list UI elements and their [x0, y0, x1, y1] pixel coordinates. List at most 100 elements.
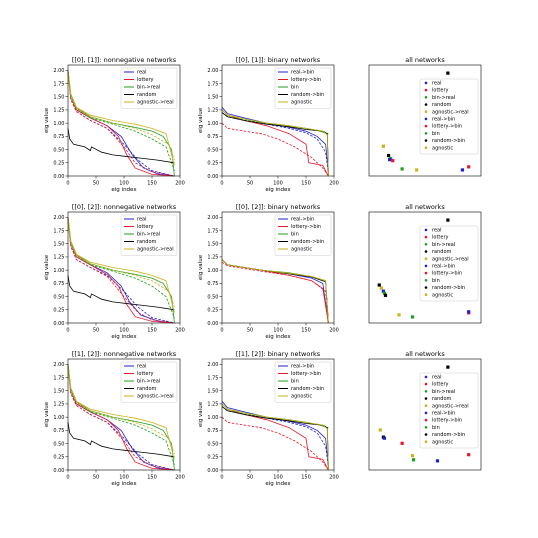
- legend-box: [419, 225, 479, 302]
- x-tick-label: 50: [247, 328, 253, 334]
- y-tick-label: 0.00: [207, 321, 218, 327]
- series-line: [67, 275, 175, 311]
- y-tick-label: 2.00: [207, 215, 218, 221]
- legend-label: bin->real: [137, 85, 160, 91]
- y-axis-label: eig value: [44, 107, 50, 133]
- x-axis-label: eig index: [111, 187, 137, 193]
- legend-label: random->bin: [291, 239, 324, 245]
- x-axis-label: eig index: [111, 481, 137, 487]
- y-tick-label: 2.00: [207, 362, 218, 368]
- y-tick-label: 0.00: [53, 468, 64, 474]
- subplot-4: [[0], [2]]: nonnegative networks 0 50 100 15…: [44, 203, 185, 340]
- legend-label: agnostic->real: [137, 247, 174, 253]
- subplot-8: [[1], [2]]: binary networks 0 50 100 150 200 0…: [198, 350, 339, 487]
- y-tick-label: 1.75: [53, 228, 64, 234]
- legend-marker: [424, 146, 428, 149]
- y-tick-label: 0.75: [207, 428, 218, 434]
- series-line: [221, 259, 329, 324]
- legend-marker: [424, 390, 428, 393]
- y-tick-label: 0.50: [53, 294, 64, 300]
- y-tick-label: 1.50: [53, 95, 64, 101]
- legend-marker: [424, 132, 428, 135]
- series-line: [67, 366, 175, 455]
- subplot-9: all networksreallotterybin->realrandomag…: [368, 350, 482, 471]
- y-tick-label: 0.75: [53, 281, 64, 287]
- y-tick-label: 1.25: [207, 255, 218, 261]
- series-line: [67, 366, 175, 471]
- x-tick-label: 100: [119, 328, 129, 334]
- y-tick-label: 1.75: [207, 375, 218, 381]
- legend-label: bin: [291, 85, 299, 91]
- series-line: [221, 401, 329, 465]
- axes-frame: [368, 358, 482, 471]
- legend-marker: [424, 81, 428, 85]
- y-tick-label: 1.00: [53, 268, 64, 274]
- scatter-point: [397, 313, 401, 317]
- legend-box: [120, 214, 178, 256]
- series-line: [67, 219, 175, 324]
- y-tick-label: 0.75: [207, 134, 218, 140]
- scatter-point: [382, 291, 387, 295]
- legend-label: random: [432, 249, 452, 255]
- x-tick-label: 150: [301, 475, 311, 481]
- x-tick-label: 100: [273, 181, 283, 187]
- scatter-point: [411, 458, 416, 462]
- x-tick-label: 150: [147, 328, 157, 334]
- scatter-point: [377, 283, 381, 287]
- y-tick-label: 1.75: [207, 228, 218, 234]
- subplot-7: [[1], [2]]: nonnegative networks 0 50 100 15…: [44, 350, 185, 487]
- subplot-title: all networks: [405, 203, 445, 211]
- y-tick-label: 2.00: [53, 362, 64, 368]
- x-tick-label: 0: [66, 181, 69, 187]
- x-tick-label: 200: [175, 475, 185, 481]
- x-axis-label: eig index: [265, 334, 291, 340]
- subplot-title: [[0], [1]]: binary networks: [236, 56, 321, 64]
- y-tick-label: 1.00: [53, 121, 64, 127]
- y-tick-label: 0.75: [53, 428, 64, 434]
- series-line: [221, 109, 329, 177]
- legend-label: agnostic: [291, 247, 312, 253]
- scatter-point: [391, 159, 395, 163]
- y-tick-label: 0.50: [207, 294, 218, 300]
- x-tick-label: 0: [220, 328, 223, 334]
- y-tick-label: 0.00: [207, 174, 218, 180]
- legend-label: random: [137, 386, 157, 392]
- legend-label: agnostic: [432, 145, 453, 151]
- axes-frame: [368, 211, 482, 324]
- legend-marker: [424, 139, 428, 142]
- x-tick-label: 200: [329, 328, 339, 334]
- legend-marker: [424, 382, 428, 386]
- series-line: [221, 107, 329, 171]
- y-tick-label: 1.00: [207, 121, 218, 127]
- y-tick-label: 1.75: [53, 375, 64, 381]
- subplot-title: [[1], [2]]: binary networks: [236, 350, 321, 358]
- y-axis-label: eig value: [44, 401, 50, 427]
- scatter-point: [446, 218, 450, 222]
- y-tick-label: 0.25: [207, 455, 218, 461]
- y-tick-label: 0.00: [53, 321, 64, 327]
- series-line: [221, 112, 329, 177]
- x-tick-label: 0: [220, 181, 223, 187]
- legend-marker: [424, 250, 428, 253]
- series-line: [67, 128, 175, 164]
- scatter-point: [415, 168, 419, 172]
- series-line: [67, 219, 175, 308]
- y-tick-label: 1.25: [207, 108, 218, 114]
- x-tick-label: 0: [66, 328, 69, 334]
- legend-label: agnostic->real: [432, 256, 469, 262]
- x-tick-label: 100: [273, 328, 283, 334]
- scatter-point: [410, 315, 415, 319]
- legend-label: random: [137, 239, 157, 245]
- subplot-3: all networksreallotterybin->realrandomag…: [368, 56, 482, 177]
- legend-label: random->bin: [432, 285, 465, 291]
- y-axis-label: eig value: [198, 254, 204, 280]
- y-tick-label: 1.25: [53, 402, 64, 408]
- subplot-title: [[1], [2]]: nonnegative networks: [72, 350, 177, 358]
- legend-label: bin: [291, 379, 299, 385]
- series-line: [67, 422, 175, 458]
- legend-label: lottery->bin: [432, 418, 462, 424]
- legend-label: agnostic: [291, 100, 312, 106]
- scatter-point: [410, 454, 415, 458]
- legend-marker: [424, 257, 428, 261]
